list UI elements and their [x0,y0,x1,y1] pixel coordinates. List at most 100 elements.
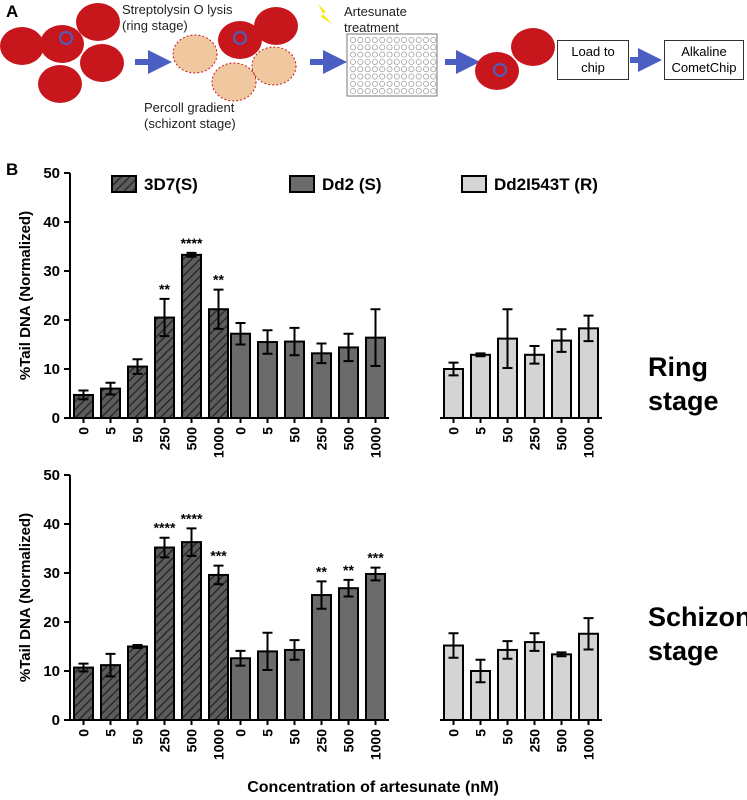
well [415,37,422,43]
cell [38,65,82,103]
well [423,58,429,65]
significance: *** [367,550,384,566]
y-tick-label: 40 [43,214,60,231]
well [430,58,437,65]
panel-label: A [6,2,19,21]
x-tick-label: 0 [446,729,462,737]
well [379,66,386,73]
well [401,66,408,73]
y-tick-label: 50 [43,467,60,484]
legend-label: 3D7(S) [144,175,198,194]
well [379,58,386,65]
error-bar [213,288,224,330]
well [386,73,393,80]
legend-swatch [461,175,487,193]
percoll-label: Percoll gradient (schizont stage) [144,100,236,131]
error-bar [448,361,459,377]
bar [338,587,359,721]
well [371,88,378,95]
parasite [59,31,73,45]
x-tick-label: 1000 [581,729,597,760]
well [386,37,393,43]
well [423,66,429,73]
error-bar [78,662,89,673]
bar [230,332,251,419]
well [415,44,422,51]
bar [497,648,518,721]
error-bar [583,314,594,343]
cell [475,52,519,90]
significance: **** [181,235,203,251]
well [364,73,371,80]
well [430,44,437,51]
well [350,58,356,65]
error-bar [502,640,513,660]
well [350,73,356,80]
y-axis-label: %Tail DNA (Normalized) [17,513,34,682]
x-tick-label: 250 [157,729,173,753]
charts: 0 10 20 30 40 50 %Tail DNA (Normalized) 3D7(S) 0… [17,165,602,796]
well [364,44,371,51]
bar [73,666,94,722]
well [364,66,371,73]
well [364,88,371,95]
well [357,51,364,58]
bar [524,641,545,722]
well [393,44,400,51]
lightning [318,4,332,24]
well [393,51,400,58]
well [408,88,415,95]
error-bar [105,381,116,396]
well [386,44,393,51]
comet-box: Alkaline CometChip [664,40,744,80]
well [379,88,386,95]
x-tick-label: 500 [554,427,570,451]
well [393,58,400,65]
bar [365,572,386,721]
legend-swatch [289,175,315,193]
bar [181,253,202,419]
error-bar [262,631,273,672]
legend-label: Dd2I543T (R) [494,175,598,194]
well [379,44,386,51]
x-tick-label: 50 [287,427,303,443]
y-tick-label: 0 [52,712,60,729]
well [357,37,364,43]
error-bar [556,328,567,353]
x-tick-label: 5 [260,729,276,737]
error-bar [475,658,486,684]
bar [311,594,332,721]
cell [251,46,297,86]
well [408,73,415,80]
well [393,80,400,87]
error-bar [289,326,300,357]
x-tick-label: 1000 [368,729,384,760]
well [364,37,371,43]
y-tick-label: 10 [43,663,60,680]
x-tick-label: 1000 [368,427,384,458]
y-tick-label: 20 [43,312,60,329]
well [386,51,393,58]
well [408,44,415,51]
well [350,37,356,43]
well [357,73,364,80]
y-tick-label: 50 [43,165,60,182]
error-bar [475,352,486,358]
well [401,51,408,58]
well [386,58,393,65]
well [423,88,429,95]
well [401,73,408,80]
x-tick-label: 1000 [211,427,227,458]
well [408,37,415,43]
significance: **** [154,520,176,536]
well [350,51,356,58]
well [350,80,356,87]
well [408,80,415,87]
panel-label: B [6,160,19,179]
x-tick-label: 1000 [581,427,597,458]
cell [76,3,120,41]
y-tick-label: 30 [43,565,60,582]
well [401,58,408,65]
wells [350,37,437,95]
x-tick-label: 5 [103,729,119,737]
